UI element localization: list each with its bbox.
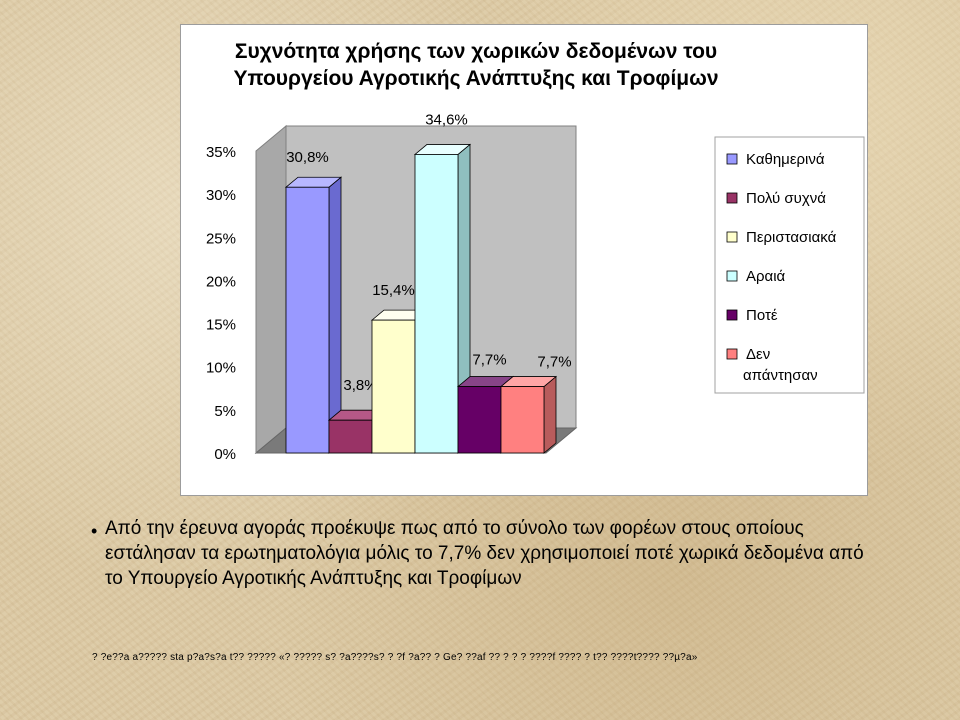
legend-label: Ποτέ [746, 307, 778, 324]
bullet-text: Από την έρευνα αγοράς προέκυψε πως από τ… [105, 518, 864, 589]
y-tick-label: 25% [206, 230, 236, 247]
y-tick-label: 0% [214, 446, 236, 463]
chart-title-line-2: Υπουργείου Αγροτικής Ανάπτυξης και Τροφί… [233, 67, 719, 90]
legend-swatch [726, 153, 738, 165]
bar-3 [371, 319, 416, 454]
chart-title-line-1: Συχνότητα χρήσης των χωρικών δεδομένων τ… [234, 40, 718, 63]
bar-2 [328, 419, 373, 454]
legend-label: απάντησαν [743, 367, 818, 384]
bar-side [543, 375, 557, 454]
bar-5 [457, 386, 502, 454]
data-label: 30,8% [286, 149, 329, 166]
legend-swatch [726, 348, 738, 360]
y-tick-label: 35% [206, 144, 236, 161]
data-label: 7,7% [472, 352, 506, 369]
legend-label: Αραιά [746, 268, 786, 285]
legend-swatch [726, 270, 738, 282]
y-tick-label: 30% [206, 187, 236, 204]
legend-label: Δεν [746, 346, 770, 363]
data-label: 3,8% [343, 377, 377, 394]
chart-panel: Συχνότητα χρήσης των χωρικών δεδομένων τ… [180, 24, 868, 496]
legend-label: Καθημερινά [746, 151, 825, 168]
bar-1 [285, 186, 330, 454]
data-label: 15,4% [372, 282, 415, 299]
legend-label: Πολύ συχνά [746, 190, 826, 207]
y-tick-label: 15% [206, 317, 236, 334]
legend-swatch [726, 192, 738, 204]
bullet-point: • Από την έρευνα αγοράς προέκυψε πως από… [91, 516, 885, 591]
data-label: 34,6% [425, 111, 468, 128]
bullet-icon: • [91, 521, 98, 541]
footer-text: ? ?e??a a????? sta p?a?s?a t?? ????? «? … [92, 652, 698, 663]
y-tick-label: 5% [214, 403, 236, 420]
legend-label: Περιστασιακά [746, 229, 837, 246]
y-tick-label: 10% [206, 360, 236, 377]
legend-box [714, 136, 865, 394]
bar-4 [414, 154, 459, 454]
side-wall [255, 124, 287, 455]
y-tick-label: 20% [206, 273, 236, 290]
bar-6 [500, 386, 545, 454]
bar-chart: 0% 5% 10% 15% 20% 25% 30% 35% 30,8% 3,8% 15,4% 34,6… [206, 111, 865, 463]
legend-swatch [726, 231, 738, 243]
data-label: 7,7% [537, 354, 571, 371]
legend-swatch [726, 309, 738, 321]
